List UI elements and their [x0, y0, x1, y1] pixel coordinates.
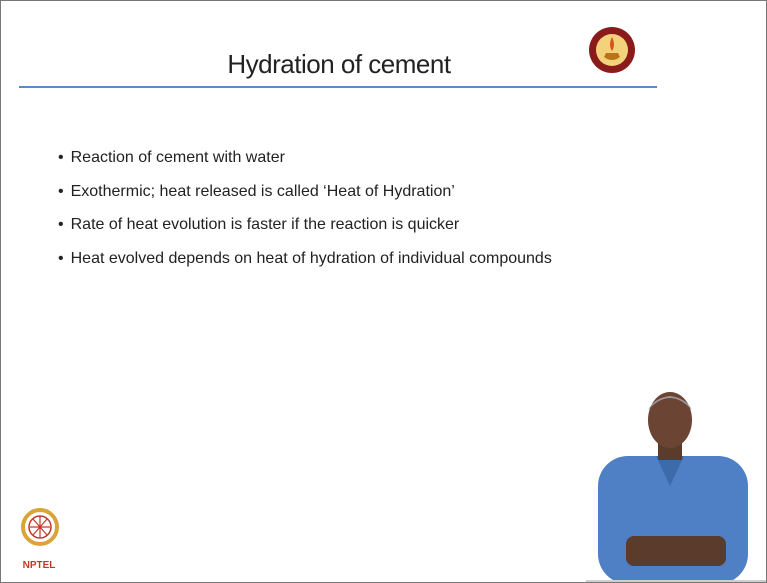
- institute-logo: [588, 25, 638, 77]
- bullet: Heat evolved depends on heat of hydratio…: [61, 247, 552, 281]
- title-rule: [19, 86, 657, 88]
- bullet: Reaction of cement with water: [61, 146, 552, 180]
- bullet: Rate of heat evolution is faster if the …: [61, 213, 552, 247]
- presenter-video: [586, 386, 767, 583]
- slide-title: Hydration of cement: [1, 49, 677, 80]
- nptel-label: NPTEL: [15, 560, 63, 571]
- bullet: Exothermic; heat released is called ‘Hea…: [61, 180, 552, 214]
- bullet-list: Reaction of cement with water Exothermic…: [41, 146, 552, 281]
- slide: Hydration of cement Reaction of cement w…: [0, 0, 767, 583]
- nptel-logo: [21, 499, 59, 559]
